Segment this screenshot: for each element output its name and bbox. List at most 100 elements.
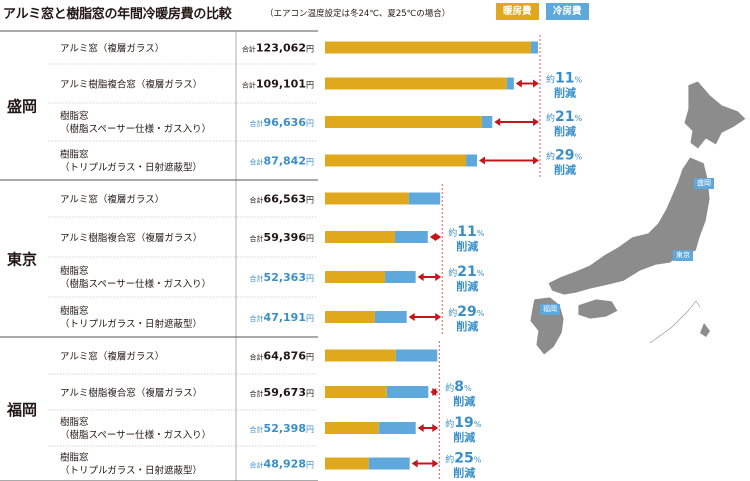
bar-cooling xyxy=(394,231,428,243)
bar-heating xyxy=(325,422,379,434)
reduction-arrowhead-left xyxy=(417,273,424,281)
reduction-label: 削減 xyxy=(456,279,478,293)
row-label: アルミ窓（複層ガラス） xyxy=(60,351,164,363)
reduction-arrowhead-right xyxy=(432,459,439,468)
reduction-label: 削減 xyxy=(456,239,478,253)
reduction-label: 削減 xyxy=(554,124,576,138)
row-label-sub: （樹脂スペーサー仕様・ガス入り） xyxy=(60,429,211,441)
bar-heating xyxy=(325,116,482,128)
reduction-label: 削減 xyxy=(554,86,576,100)
bar-cooling xyxy=(466,154,478,167)
bar-heating xyxy=(325,457,369,470)
total-label: 合計123,062円 xyxy=(242,42,314,55)
row-label: 樹脂窓 xyxy=(60,305,89,317)
total-label: 合計47,191円 xyxy=(250,311,314,324)
region-label: 盛岡 xyxy=(7,98,37,116)
reduction-arrowhead-right xyxy=(533,118,539,126)
bar-cooling xyxy=(374,311,407,323)
bar-heating xyxy=(325,271,386,283)
reduction-arrowhead-right xyxy=(435,273,442,281)
row-label: アルミ樹脂複合窓（複層ガラス） xyxy=(60,387,202,399)
japan-map: 盛岡 東京 福岡 xyxy=(520,75,750,365)
reduction-arrowhead-left xyxy=(515,79,522,88)
row-label-sub: （樹脂スペーサー仕様・ガス入り） xyxy=(60,278,211,290)
reduction-arrowhead-left xyxy=(408,313,415,321)
total-label: 合計87,842円 xyxy=(250,155,314,168)
row-label-sub: （トリプルガラス・日射遮蔽型） xyxy=(60,318,202,330)
reduction-arrowhead-left xyxy=(411,459,418,468)
map-label-fukuoka: 福岡 xyxy=(540,304,560,315)
row-label: アルミ樹脂複合窓（複層ガラス） xyxy=(60,79,202,91)
reduction-percent: 約19% xyxy=(445,415,482,431)
map-label-morioka: 盛岡 xyxy=(694,178,714,189)
region-label: 福岡 xyxy=(6,401,37,419)
bar-cooling xyxy=(368,457,410,470)
total-label: 合計52,398円 xyxy=(250,422,314,435)
row-label: 樹脂窓 xyxy=(60,452,89,464)
bar-cooling xyxy=(481,116,493,128)
region-label: 東京 xyxy=(7,251,37,269)
total-label: 合計66,563円 xyxy=(250,193,314,206)
reduction-percent: 約21% xyxy=(546,109,583,125)
reduction-percent: 約29% xyxy=(546,148,583,164)
row-label: アルミ窓（複層ガラス） xyxy=(60,43,164,55)
reduction-percent: 約21% xyxy=(448,264,485,280)
japan-silhouette-icon xyxy=(529,80,747,356)
reduction-label: 削減 xyxy=(453,394,475,408)
reduction-arrowhead-right xyxy=(435,233,442,241)
reduction-percent: 約11% xyxy=(448,224,485,240)
bar-cooling xyxy=(378,422,416,434)
legend-cooling: 冷房費 xyxy=(546,3,589,20)
bar-heating xyxy=(325,192,409,205)
bar-heating xyxy=(325,386,387,398)
total-label: 合計52,363円 xyxy=(250,271,314,284)
bar-cooling xyxy=(408,192,441,205)
reduction-arrowhead-right xyxy=(432,424,439,432)
row-label: 樹脂窓 xyxy=(60,149,89,161)
map-label-tokyo: 東京 xyxy=(673,250,693,261)
reduction-label: 削減 xyxy=(453,466,475,480)
bar-heating xyxy=(325,154,467,167)
reduction-arrowhead-left xyxy=(429,233,436,241)
row-label: 樹脂窓 xyxy=(60,416,89,428)
bar-heating xyxy=(325,349,396,362)
row-label: アルミ樹脂複合窓（複層ガラス） xyxy=(60,232,202,244)
reduction-label: 削減 xyxy=(554,163,576,177)
chart-subtitle: （エアコン温度設定は冬24℃、夏25℃の場合） xyxy=(265,9,451,19)
bar-cooling xyxy=(395,349,438,362)
bar-heating xyxy=(325,41,531,54)
reduction-percent: 約8% xyxy=(445,379,472,395)
total-label: 合計48,928円 xyxy=(250,458,314,471)
reduction-arrowhead-right xyxy=(533,156,539,165)
bar-cooling xyxy=(506,77,514,90)
row-label: アルミ窓（複層ガラス） xyxy=(60,194,164,206)
row-label-sub: （樹脂スペーサー仕様・ガス入り） xyxy=(60,123,211,135)
reduction-label: 削減 xyxy=(453,430,475,444)
reduction-arrowhead-left xyxy=(479,156,486,165)
reduction-arrowhead-right xyxy=(435,313,442,321)
reduction-arrowhead-left xyxy=(417,424,424,432)
bar-heating xyxy=(325,311,375,323)
reduction-arrowhead-left xyxy=(494,118,501,126)
reduction-arrowhead-right xyxy=(432,388,439,396)
row-label: 樹脂窓 xyxy=(60,110,89,122)
total-label: 合計64,876円 xyxy=(250,350,314,363)
reduction-percent: 約29% xyxy=(448,304,485,320)
bar-heating xyxy=(325,231,395,243)
row-label-sub: （トリプルガラス・日射遮蔽型） xyxy=(60,465,202,477)
total-label: 合計59,396円 xyxy=(250,231,314,244)
total-label: 合計96,636円 xyxy=(250,116,314,129)
reduction-label: 削減 xyxy=(456,319,478,333)
total-label: 合計109,101円 xyxy=(242,78,314,91)
reduction-percent: 約11% xyxy=(546,71,583,87)
bar-heating xyxy=(325,77,507,90)
reduction-arrowhead-right xyxy=(533,79,539,88)
bar-cooling xyxy=(530,41,538,54)
bar-cooling xyxy=(385,271,416,283)
chart-title: アルミ窓と樹脂窓の年間冷暖房費の比較 xyxy=(3,7,232,22)
legend-heating: 暖房費 xyxy=(496,3,539,20)
total-label: 合計59,673円 xyxy=(250,386,314,399)
row-label-sub: （トリプルガラス・日射遮蔽型） xyxy=(60,162,202,174)
reduction-percent: 約25% xyxy=(445,451,482,467)
